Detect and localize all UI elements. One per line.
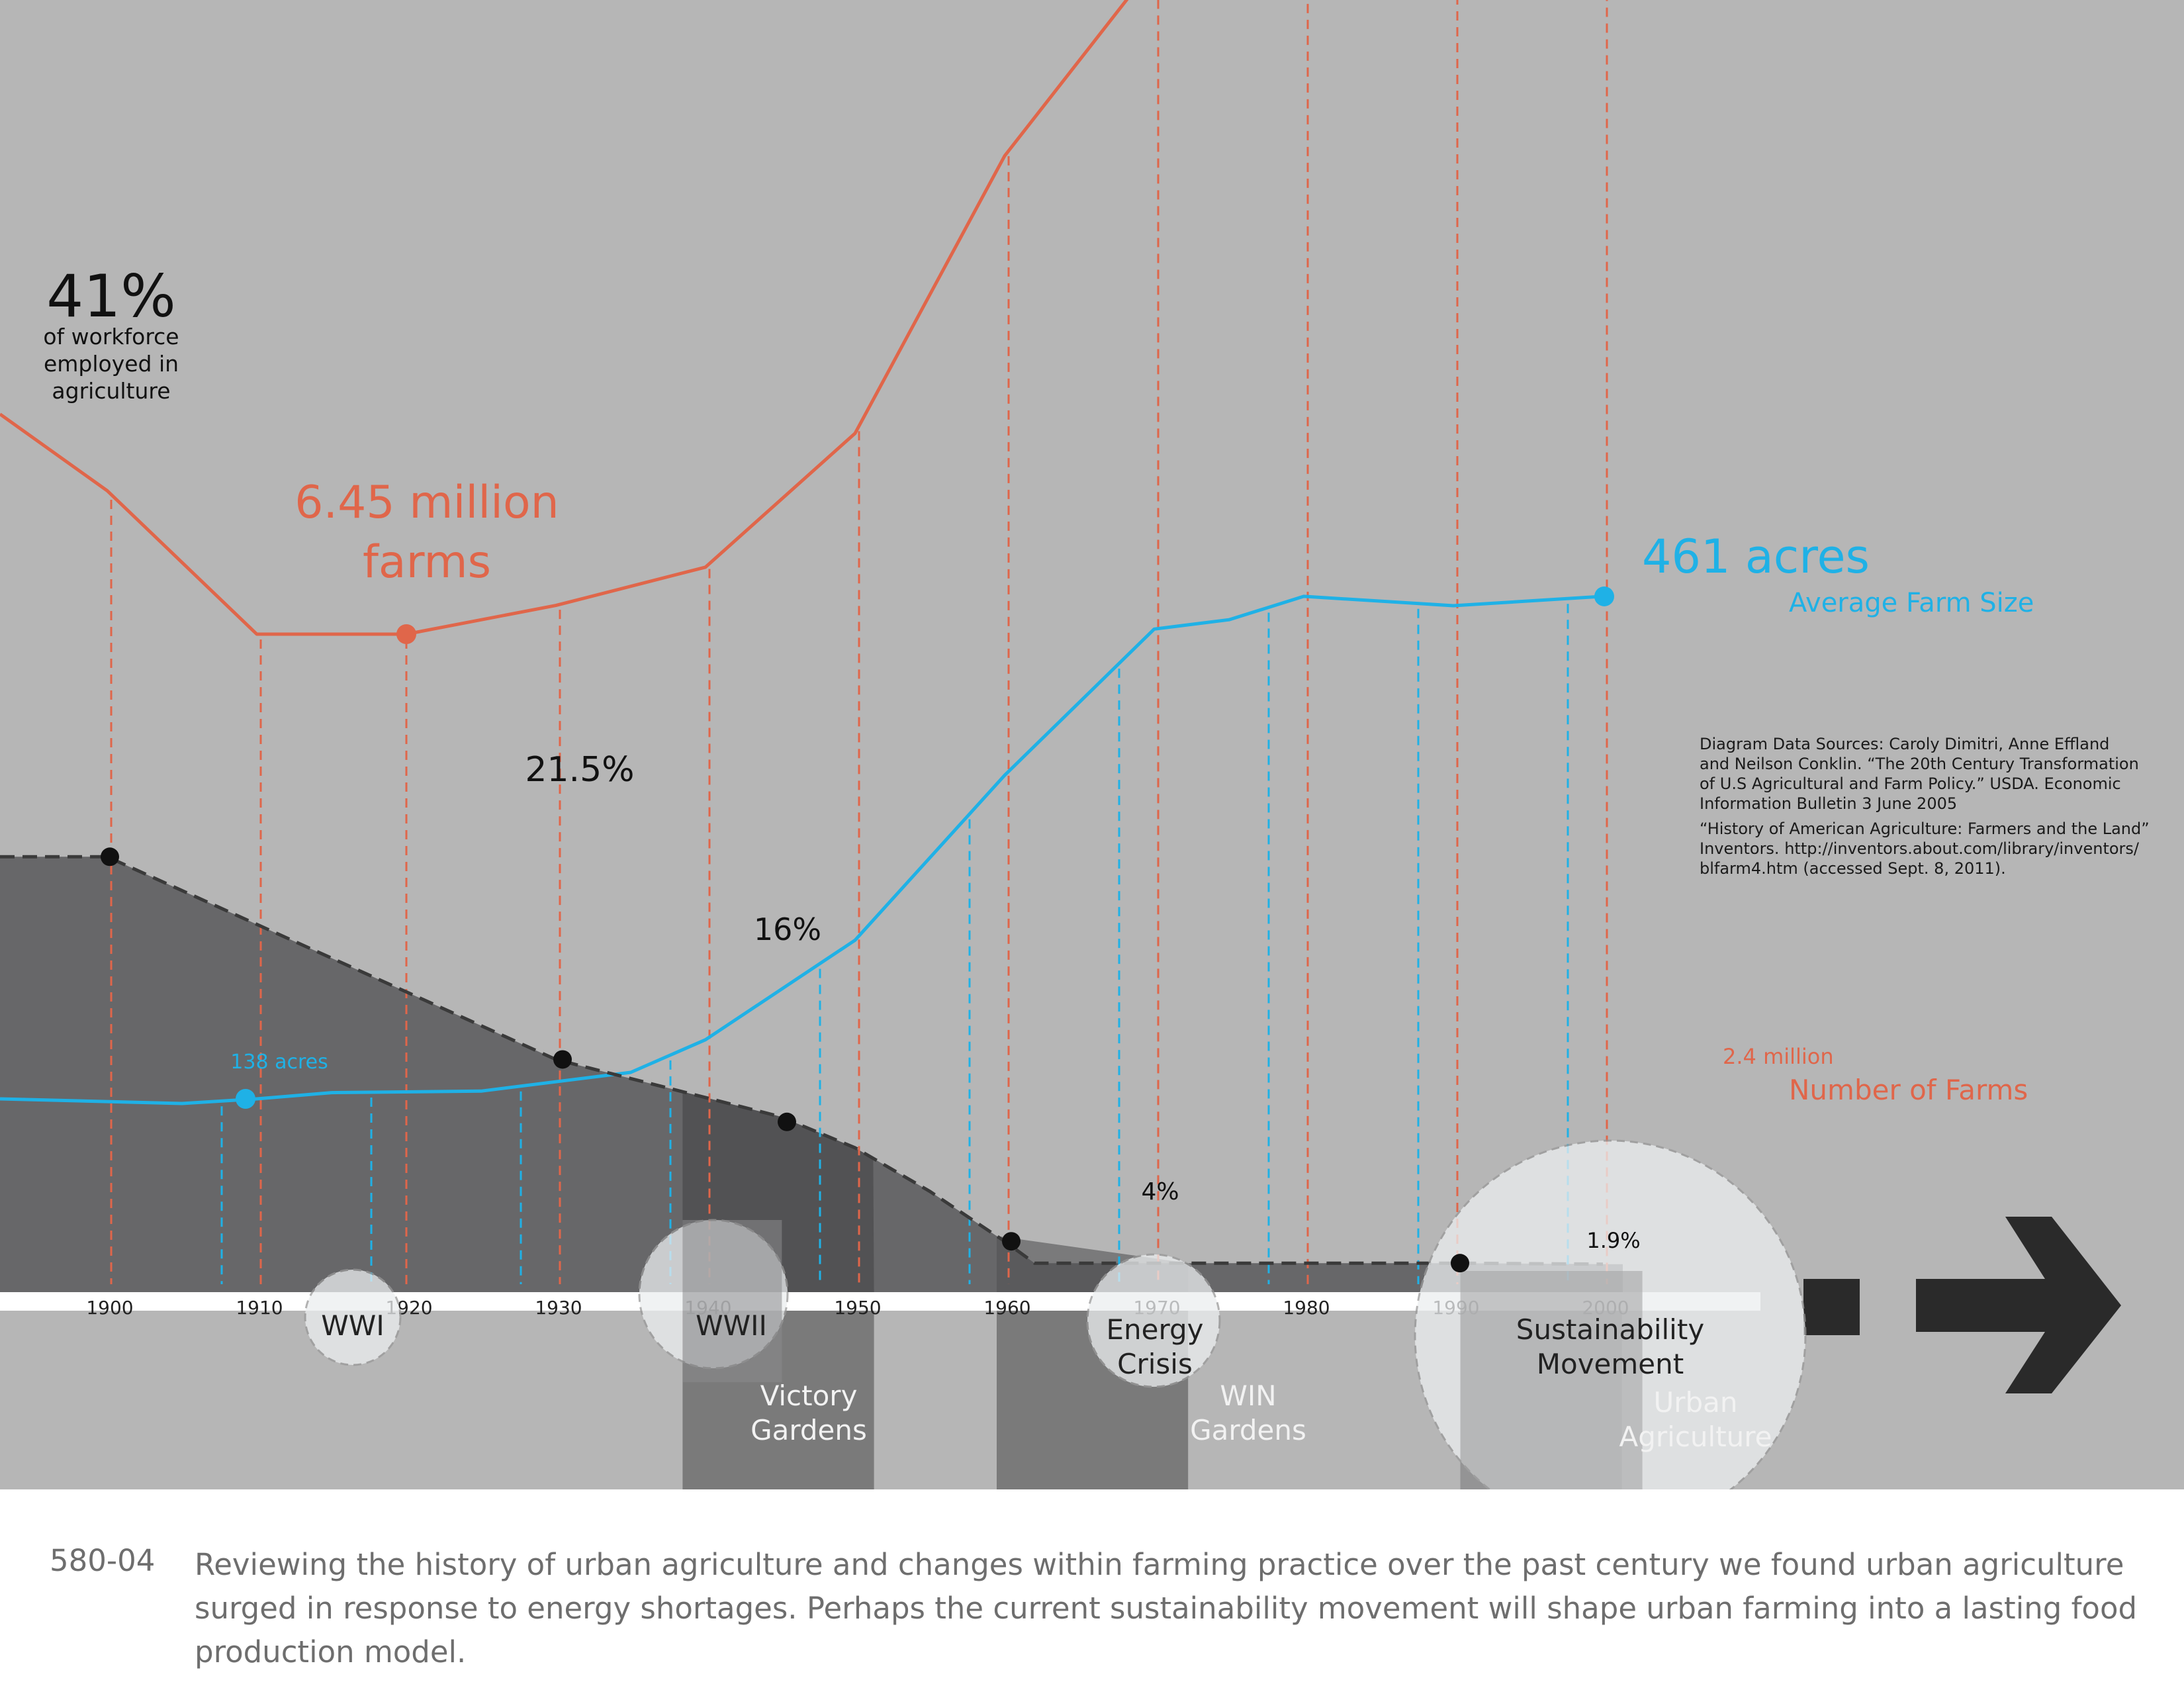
workforce-point (778, 1112, 796, 1131)
farms-legend-label: Number of Farms (1789, 1074, 2028, 1106)
workforce-point (1002, 1232, 1021, 1251)
source-text: Diagram Data Sources: Caroly Dimitri, An… (1700, 735, 2109, 753)
event-label-wwii: WWII (696, 1309, 767, 1342)
farms-peak-label: 6.45 million (295, 477, 559, 529)
workforce-line (0, 855, 1604, 1266)
farm-size-point (1594, 586, 1614, 606)
farms-end-label: 2.4 million (1723, 1044, 1834, 1069)
farms-point (396, 624, 416, 644)
x-tick-label: 1910 (236, 1297, 283, 1319)
source-text: Information Bulletin 3 June 2005 (1700, 794, 1957, 813)
urban-era-shade (1460, 1271, 1643, 1489)
farm-size-point (236, 1089, 255, 1109)
workforce-peak-caption: employed in (44, 351, 179, 377)
wwii-era-shade (682, 1220, 782, 1382)
farms-line (0, 0, 1129, 636)
workforce-1930-label: 21.5% (525, 750, 634, 790)
event-circle-energy (1086, 1253, 1221, 1388)
farms-peak-label: farms (363, 536, 491, 588)
source-text: “History of American Agriculture: Farmer… (1700, 820, 2150, 838)
event-label-energy: Crisis (1117, 1348, 1193, 1380)
timeline-square (1803, 1279, 1860, 1335)
arrow-right-icon (1916, 1217, 2121, 1393)
workforce-1945-label: 16% (754, 912, 821, 947)
era-label-victory: Gardens (751, 1414, 867, 1446)
workforce-1990-label: 1.9% (1586, 1228, 1640, 1253)
drop-lines (110, 0, 1608, 1284)
event-label-energy: Energy (1106, 1313, 1203, 1346)
era-label-victory: Victory (760, 1380, 858, 1412)
event-circle-wwi (304, 1268, 402, 1366)
caption-text: Reviewing the history of urban agricultu… (195, 1547, 2138, 1669)
era-label-urban: Urban (1653, 1386, 1737, 1419)
x-tick-label: 1950 (834, 1297, 881, 1319)
source-text: blfarm4.htm (accessed Sept. 8, 2011). (1700, 859, 2006, 878)
source-text: Inventors. http://inventors.about.com/li… (1700, 839, 2140, 858)
figure-code: 580-04 (50, 1543, 156, 1578)
farm-size-end-label: 461 acres (1642, 530, 1870, 584)
era-label-win: Gardens (1190, 1414, 1306, 1446)
timeline-chart: 1900191019201930194019501960197019801990… (0, 0, 2184, 1489)
x-tick-label: 1930 (535, 1297, 582, 1319)
workforce-point (1451, 1254, 1469, 1273)
workforce-point (553, 1050, 572, 1069)
farm-size-legend-label: Average Farm Size (1789, 588, 2034, 618)
workforce-peak-caption: of workforce (43, 324, 179, 350)
workforce-1960-label: 4% (1141, 1178, 1179, 1205)
x-tick-label: 1900 (86, 1297, 133, 1319)
source-text: of U.S Agricultural and Farm Policy.” US… (1700, 774, 2121, 793)
x-tick-label: 1960 (983, 1297, 1030, 1319)
event-label-wwi: WWI (321, 1309, 384, 1342)
era-label-win: WIN (1220, 1380, 1276, 1412)
x-tick-label: 1980 (1283, 1297, 1330, 1319)
workforce-peak-label: 41% (46, 262, 176, 330)
era-label-urban: Agriculture (1619, 1421, 1772, 1453)
farm-size-line (0, 594, 1604, 1105)
workforce-peak-caption: agriculture (52, 378, 170, 404)
event-label-sustain: Sustainability (1516, 1313, 1704, 1346)
farm-size-start-label: 138 acres (230, 1051, 328, 1074)
source-text: and Neilson Conklin. “The 20th Century T… (1700, 755, 2139, 773)
event-label-sustain: Movement (1537, 1348, 1684, 1380)
workforce-point (101, 847, 119, 867)
